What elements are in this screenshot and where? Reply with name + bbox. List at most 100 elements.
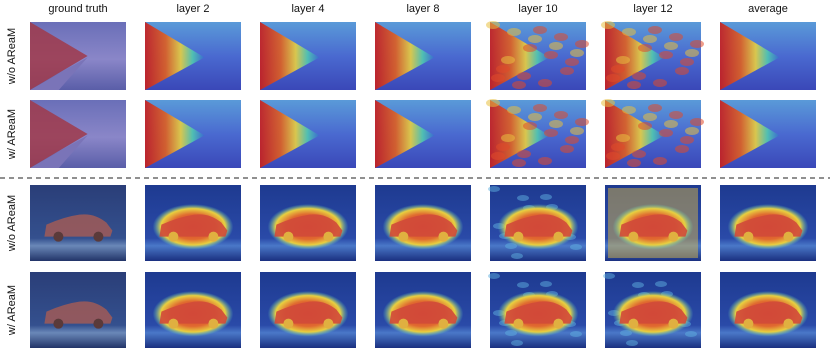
heat-blob <box>626 340 638 346</box>
heat-blob <box>570 244 582 250</box>
heat-blob <box>664 120 678 128</box>
road <box>30 57 88 90</box>
image-cell <box>260 22 356 90</box>
wheel <box>283 318 294 329</box>
wheel <box>513 318 524 329</box>
row-label: w/o AReaM <box>6 195 18 252</box>
heat-region <box>145 100 205 168</box>
wheel <box>208 318 219 329</box>
wheel <box>398 231 409 242</box>
heat-blob <box>560 145 574 153</box>
car <box>44 301 113 324</box>
wheel <box>553 318 564 329</box>
image-cell <box>260 100 356 168</box>
heat-blob <box>606 74 620 82</box>
wheel <box>628 231 639 242</box>
heat-blob <box>659 129 673 137</box>
wheel <box>168 318 179 329</box>
heat-region <box>145 22 205 90</box>
wheel <box>783 318 794 329</box>
heat-blob <box>540 281 552 287</box>
heat-blob <box>517 72 531 80</box>
heat-blob <box>638 122 652 130</box>
heat-blob <box>544 51 558 59</box>
column-header: layer 12 <box>633 3 672 15</box>
image-cell <box>601 99 704 168</box>
heat-blob <box>544 129 558 137</box>
heat-blob <box>675 67 689 75</box>
heat-blob <box>606 152 620 160</box>
car <box>274 301 343 324</box>
heat-region <box>605 100 665 168</box>
image-cell <box>720 100 816 168</box>
heat-blob <box>575 40 589 48</box>
heat-region <box>260 100 320 168</box>
row-label: w/o AReaM <box>6 28 18 85</box>
image-cell <box>145 185 241 261</box>
heat-blob <box>488 186 500 192</box>
image-cell <box>720 22 816 90</box>
heat-blob <box>622 28 636 36</box>
heat-blob <box>511 253 523 259</box>
heat-blob <box>554 33 568 41</box>
column-header: layer 2 <box>176 3 209 15</box>
heat-blob <box>528 113 542 121</box>
heat-blob <box>549 42 563 50</box>
wheel <box>53 318 64 329</box>
heat-blob <box>685 127 699 135</box>
column-header: average <box>748 3 788 15</box>
image-cell <box>486 21 589 90</box>
heat-blob <box>533 104 547 112</box>
image-cell <box>488 185 586 261</box>
heat-blob <box>570 127 584 135</box>
car <box>159 301 228 324</box>
heat-blob <box>491 152 505 160</box>
heat-blob <box>622 106 636 114</box>
car <box>389 214 458 237</box>
heat-blob <box>643 35 657 43</box>
car <box>504 214 573 237</box>
heat-blob <box>632 282 644 288</box>
car <box>504 301 573 324</box>
wheel <box>323 231 334 242</box>
wheel <box>168 231 179 242</box>
heat-blob <box>611 143 625 151</box>
image-cell <box>488 272 586 348</box>
image-cell <box>30 272 126 348</box>
wheel <box>438 318 449 329</box>
image-cell <box>145 22 241 90</box>
heat-blob <box>496 143 510 151</box>
heat-blob <box>632 72 646 80</box>
heat-blob <box>501 134 515 142</box>
heat-blob <box>486 21 500 29</box>
heat-blob <box>512 81 526 89</box>
heat-region <box>720 22 780 90</box>
heat-blob <box>575 118 589 126</box>
image-cell <box>375 22 471 90</box>
image-cell <box>375 100 471 168</box>
heat-blob <box>511 340 523 346</box>
heat-region <box>490 22 550 90</box>
image-cell <box>260 185 356 261</box>
heat-blob <box>601 21 615 29</box>
car <box>619 214 688 237</box>
wheel <box>323 318 334 329</box>
wheel <box>513 231 524 242</box>
wheel <box>398 318 409 329</box>
heat-region <box>490 100 550 168</box>
heat-blob <box>648 104 662 112</box>
image-cell <box>720 272 816 348</box>
heat-blob <box>517 282 529 288</box>
heat-blob <box>533 26 547 34</box>
image-cell <box>30 185 126 261</box>
heat-blob <box>570 49 584 57</box>
heat-blob <box>538 157 552 165</box>
heat-blob <box>680 58 694 66</box>
heat-blob <box>611 65 625 73</box>
heat-blob <box>601 99 615 107</box>
heat-blob <box>486 99 500 107</box>
heat-region <box>260 22 320 90</box>
wheel <box>93 231 104 242</box>
